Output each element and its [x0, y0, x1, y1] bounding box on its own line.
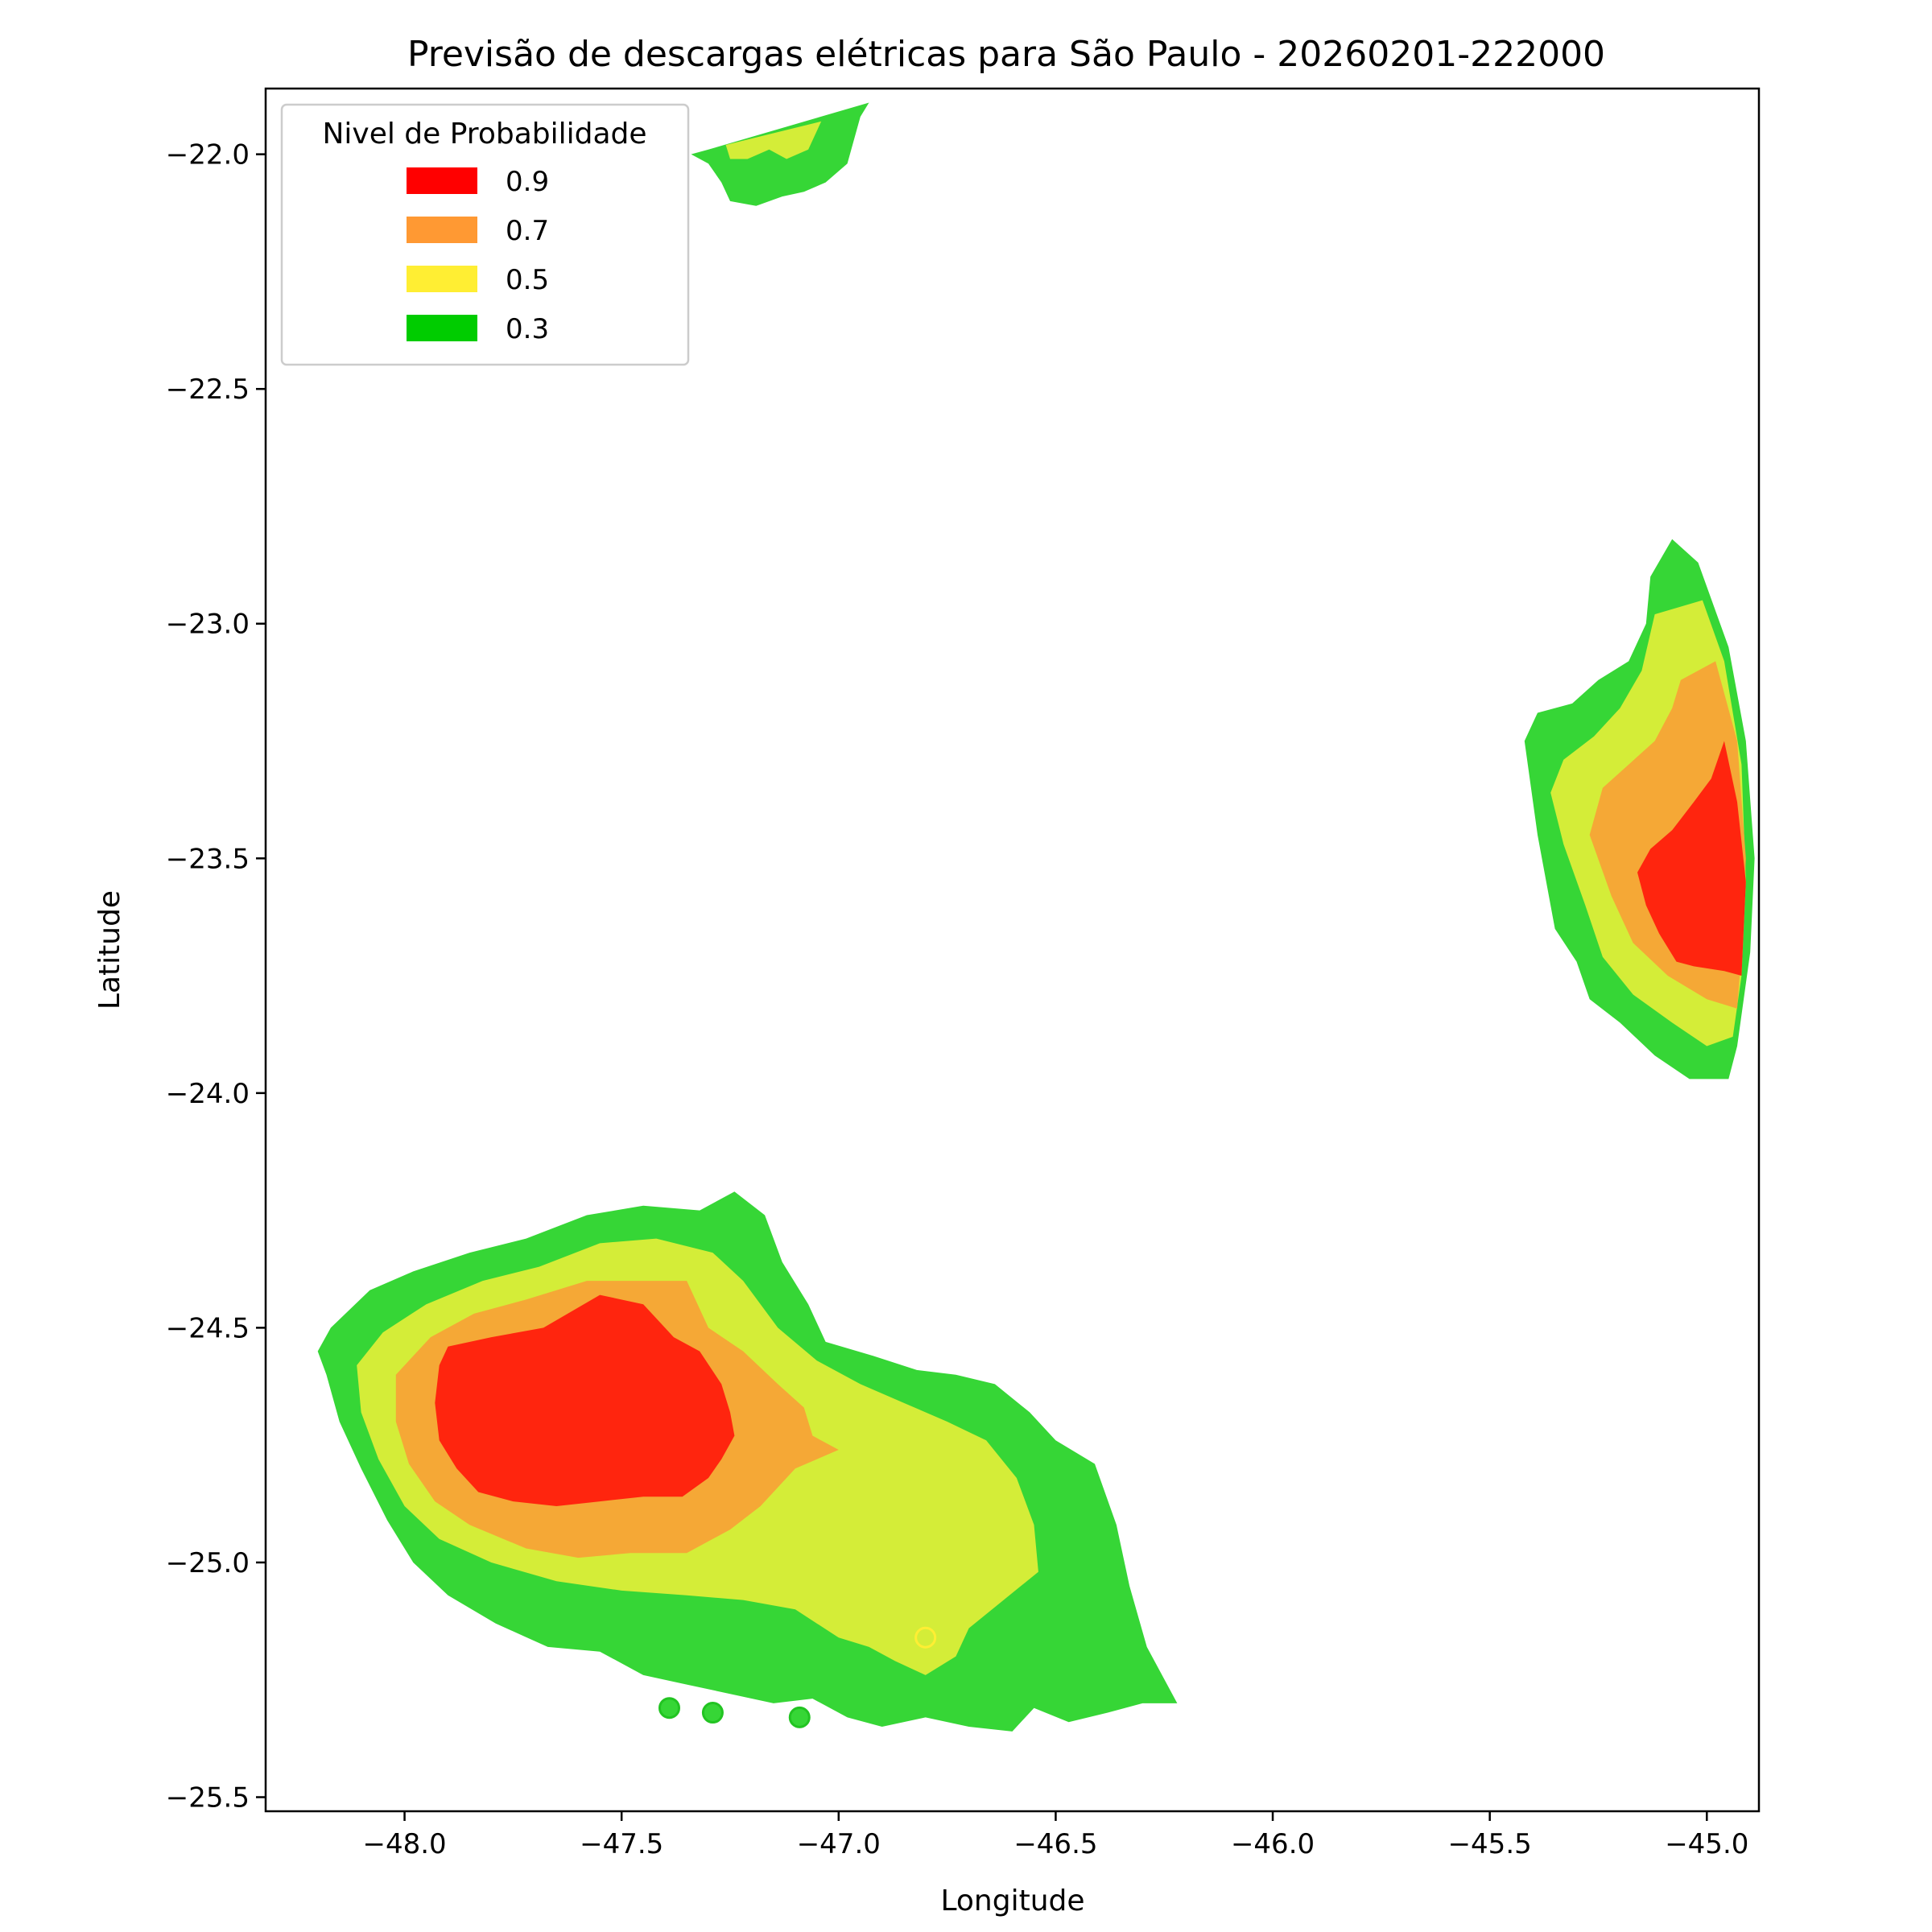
legend: Nivel de Probabilidade 0.9 0.7 0.5 0.3: [280, 103, 690, 366]
y-tick-label: −22.0: [166, 139, 250, 171]
y-axis-label: Latitude: [93, 890, 126, 1009]
y-tick-label: −25.0: [166, 1547, 250, 1579]
legend-swatch: [407, 217, 477, 243]
legend-entries: 0.9 0.7 0.5 0.3: [407, 166, 549, 345]
east-cell-band-09: [1637, 741, 1746, 976]
plot-frame: [264, 87, 1761, 1813]
x-axis: −48.0 −47.5 −47.0 −46.5 −46.0 −45.5 −45.0: [362, 1811, 1748, 1860]
legend-swatch: [407, 315, 477, 341]
probability-point-1: [658, 1697, 680, 1719]
southwest-cell-band-09: [435, 1294, 735, 1506]
y-tick-label: −24.5: [166, 1312, 250, 1344]
x-tick-label: −47.0: [797, 1828, 881, 1860]
east-cell: [1524, 539, 1755, 1080]
legend-label: 0.5: [506, 264, 549, 296]
x-tick-label: −45.5: [1448, 1828, 1532, 1860]
y-tick-label: −22.5: [166, 374, 250, 406]
y-tick-label: −23.0: [166, 609, 250, 641]
north-cell: [691, 102, 869, 206]
x-axis-label: Longitude: [940, 1885, 1084, 1918]
legend-title: Nivel de Probabilidade: [322, 118, 646, 151]
x-tick-label: −46.5: [1013, 1828, 1097, 1860]
north-cell-band-05: [725, 121, 822, 159]
plot-area: [317, 102, 1755, 1732]
x-tick-label: −48.0: [362, 1828, 446, 1860]
legend-label: 0.9: [506, 166, 549, 198]
y-tick-label: −25.5: [166, 1782, 250, 1814]
probability-point-4: [914, 1626, 937, 1649]
legend-swatch: [407, 167, 477, 194]
x-tick-label: −46.0: [1231, 1828, 1315, 1860]
legend-swatch: [407, 266, 477, 292]
legend-box: [280, 103, 690, 366]
probability-point-3: [788, 1706, 811, 1728]
legend-label: 0.3: [506, 313, 549, 345]
y-tick-label: −24.0: [166, 1078, 250, 1110]
southwest-cell: [317, 1191, 1178, 1732]
y-axis: −22.0 −22.5 −23.0 −23.5 −24.0 −24.5 −25.0 −25.5: [166, 139, 266, 1814]
legend-label: 0.7: [506, 215, 549, 247]
x-tick-label: −45.0: [1665, 1828, 1748, 1860]
x-tick-label: −47.5: [580, 1828, 663, 1860]
y-tick-label: −23.5: [166, 843, 250, 875]
probability-point-2: [701, 1702, 724, 1724]
chart-title: Previsão de descargas elétricas para São…: [407, 34, 1605, 75]
